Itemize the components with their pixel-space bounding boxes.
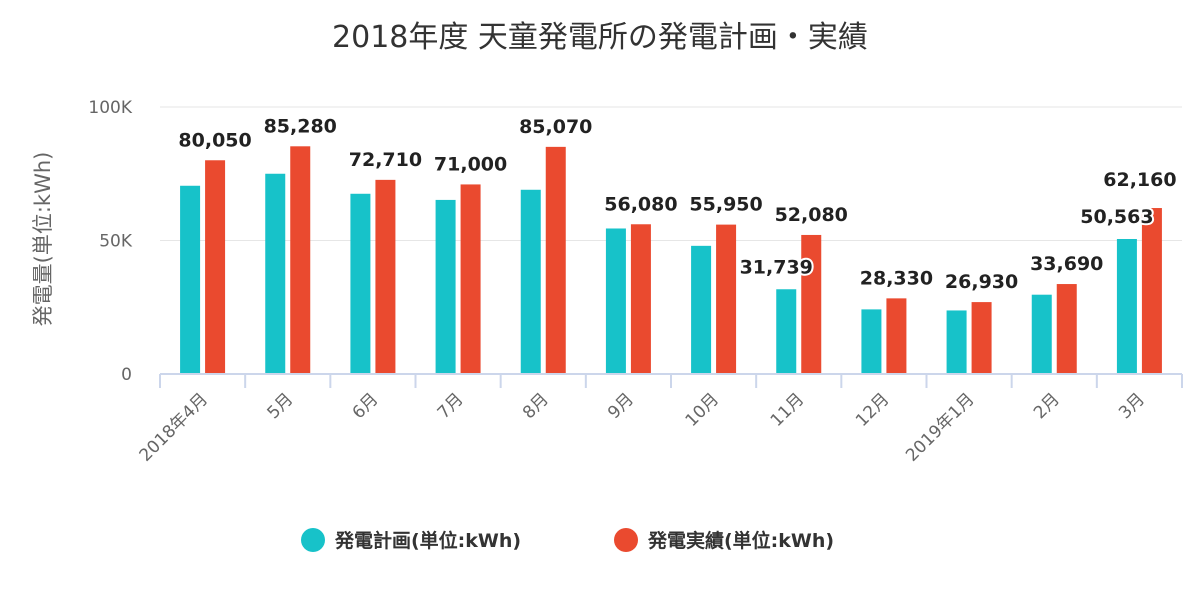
- x-axis: 2018年4月 5月 6月 7月 8月 9月 10月 11月 12月 2019年1月 2月 3月: [136, 373, 1183, 466]
- legend-item-label[interactable]: 発電計画(単位:kWh): [334, 529, 521, 552]
- x-tick-label: 3月: [1115, 389, 1149, 423]
- bar-plan[interactable]: [350, 193, 371, 374]
- x-tick-label: 10月: [682, 389, 723, 430]
- x-tick-label: 8月: [519, 389, 553, 423]
- bar-actual[interactable]: [375, 179, 396, 374]
- x-tick-label: 9月: [604, 389, 638, 423]
- data-label: 80,050: [178, 129, 251, 151]
- bar-plan[interactable]: [776, 289, 797, 374]
- bar-actual[interactable]: [1141, 208, 1162, 374]
- data-label: 50,563: [1080, 206, 1153, 228]
- y-tick-label: 0: [121, 365, 132, 385]
- bar-actual[interactable]: [630, 224, 651, 374]
- bar-actual[interactable]: [716, 224, 737, 374]
- x-tick-label: 12月: [852, 389, 893, 430]
- gridlines: 0 50K 100K: [88, 98, 1182, 385]
- x-tick-label: 2月: [1030, 389, 1064, 423]
- data-labels: 80,050 85,280 72,710 71,000 85,070 56,080 55,9…: [176, 113, 1178, 295]
- bar-actual[interactable]: [1056, 284, 1077, 374]
- bar-actual[interactable]: [460, 184, 481, 374]
- bar-actual[interactable]: [801, 234, 822, 374]
- bar-plan[interactable]: [265, 173, 286, 374]
- chart-title: 2018年度 天童発電所の発電計画・実績: [332, 20, 868, 55]
- x-tick-label: 5月: [263, 389, 297, 423]
- bar-actual[interactable]: [886, 298, 907, 374]
- legend-marker: [614, 528, 638, 552]
- legend: 発電計画(単位:kWh) 発電実績(単位:kWh): [301, 528, 834, 552]
- data-label: 62,160: [1103, 169, 1176, 191]
- data-label: 55,950: [689, 194, 762, 216]
- y-axis-title: 発電量(単位:kWh): [31, 152, 55, 327]
- x-tick-label: 2018年4月: [136, 389, 212, 465]
- data-label: 85,070: [519, 116, 592, 138]
- bar-plan[interactable]: [691, 245, 712, 374]
- bar-plan[interactable]: [520, 189, 541, 374]
- data-label: 72,710: [349, 149, 422, 171]
- data-label: 56,080: [604, 193, 677, 215]
- data-label: 28,330: [860, 267, 933, 289]
- bar-plan[interactable]: [1116, 238, 1137, 374]
- bar-actual[interactable]: [971, 302, 992, 374]
- bar-plan[interactable]: [435, 199, 456, 374]
- bar-plan[interactable]: [861, 309, 882, 374]
- data-label: 85,280: [264, 115, 337, 137]
- bar-plan[interactable]: [946, 310, 967, 374]
- y-tick-label: 100K: [88, 98, 132, 118]
- x-tick-label: 7月: [434, 389, 468, 423]
- x-tick-label: 11月: [767, 389, 808, 430]
- legend-item-label[interactable]: 発電実績(単位:kWh): [647, 529, 834, 552]
- data-label: 31,739: [740, 256, 813, 278]
- bar-plan[interactable]: [605, 228, 626, 374]
- data-label: 33,690: [1030, 253, 1103, 275]
- bar-actual[interactable]: [545, 146, 566, 374]
- bar-plan[interactable]: [180, 185, 201, 374]
- y-tick-label: 50K: [99, 232, 133, 252]
- legend-marker: [301, 528, 325, 552]
- bar-plan[interactable]: [1031, 294, 1052, 374]
- bar-actual[interactable]: [205, 160, 226, 374]
- data-label: 26,930: [945, 271, 1018, 293]
- x-tick-label: 6月: [349, 389, 383, 423]
- x-tick-label: 2019年1月: [902, 389, 978, 465]
- bar-actual[interactable]: [290, 146, 311, 374]
- data-label: 52,080: [775, 204, 848, 226]
- data-label: 71,000: [434, 153, 507, 175]
- bars: [180, 146, 1162, 374]
